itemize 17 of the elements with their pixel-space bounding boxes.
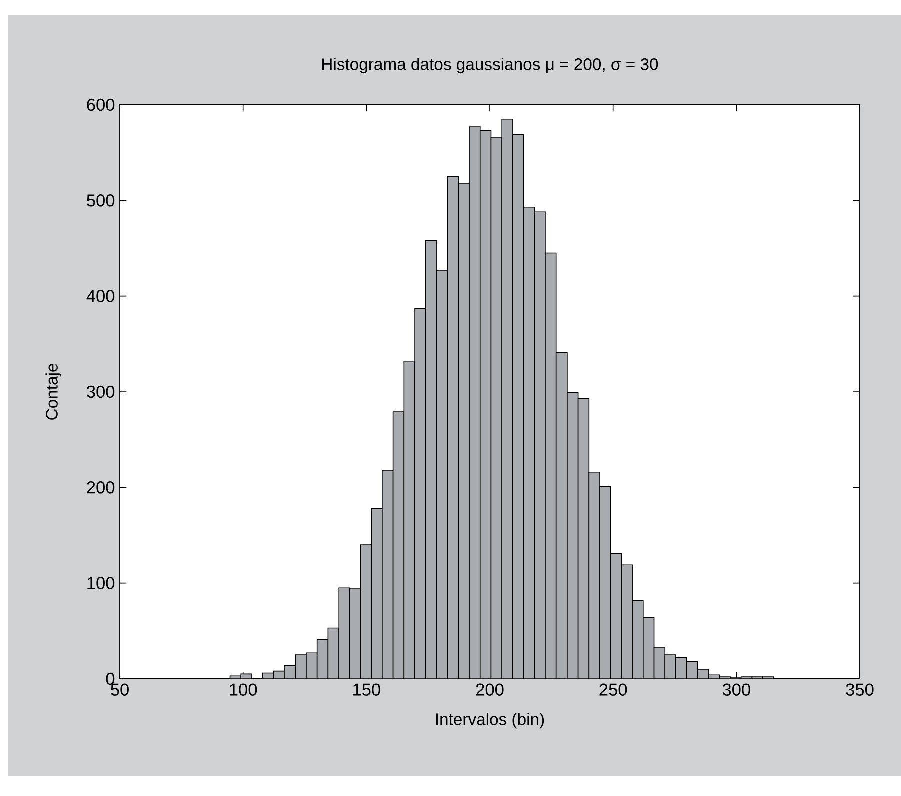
y-tick-label: 100 bbox=[88, 577, 115, 590]
x-tick-label: 150 bbox=[354, 684, 380, 696]
y-tick-label: 600 bbox=[87, 98, 115, 112]
x-tick-label: 100 bbox=[230, 684, 258, 696]
x-tick-label: 300 bbox=[722, 684, 750, 696]
y-tick-label: 400 bbox=[86, 290, 115, 302]
y-axis-title: Contaje bbox=[46, 364, 62, 420]
x-tick-label: 50 bbox=[111, 684, 129, 696]
y-tick-label: 300 bbox=[87, 386, 115, 398]
chart-title: Histograma datos gaussianos μ = 200, σ = 30 bbox=[322, 58, 658, 74]
x-tick-label: 200 bbox=[476, 684, 504, 696]
x-tick-label: 350 bbox=[846, 684, 874, 696]
y-tick-label: 200 bbox=[87, 482, 115, 494]
y-tick-label: 0 bbox=[106, 672, 115, 686]
x-axis-title: Intervalos (bin) bbox=[436, 713, 544, 729]
x-tick-label: 250 bbox=[600, 684, 628, 696]
y-tick-label: 500 bbox=[87, 194, 115, 207]
